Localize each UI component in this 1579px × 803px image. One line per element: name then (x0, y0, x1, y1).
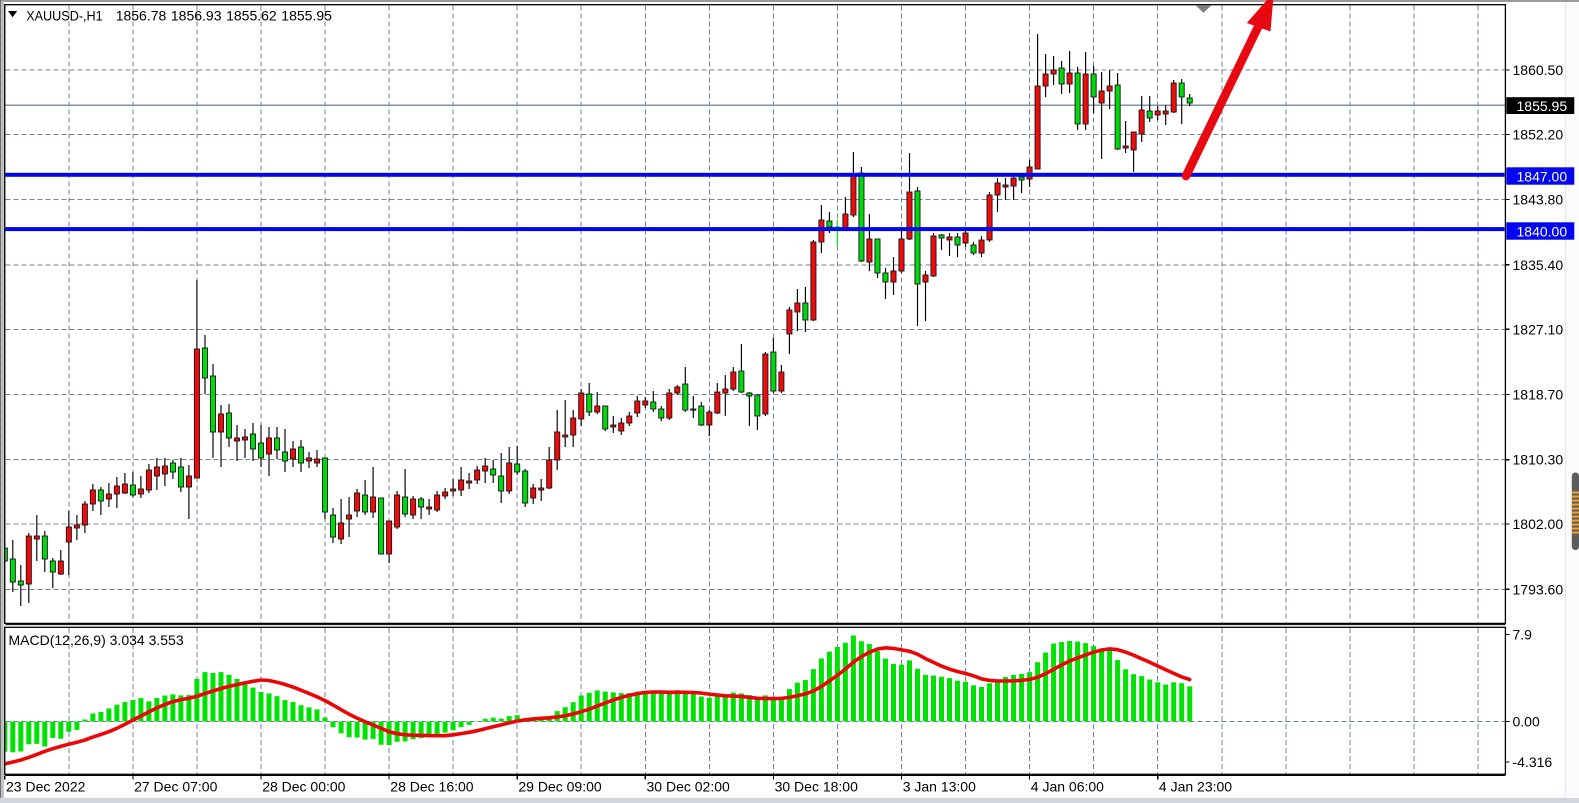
svg-text:29 Dec 09:00: 29 Dec 09:00 (518, 779, 601, 795)
svg-text:1843.80: 1843.80 (1513, 192, 1564, 208)
svg-text:1818.70: 1818.70 (1513, 387, 1564, 403)
svg-text:1852.20: 1852.20 (1513, 126, 1564, 142)
svg-text:1835.40: 1835.40 (1513, 257, 1564, 273)
svg-text:1855.62: 1855.62 (226, 7, 277, 23)
svg-text:0.00: 0.00 (1513, 714, 1540, 730)
svg-text:1840.00: 1840.00 (1517, 223, 1568, 239)
svg-text:MACD(12,26,9) 3.034 3.553: MACD(12,26,9) 3.034 3.553 (9, 632, 184, 648)
svg-text:27 Dec 07:00: 27 Dec 07:00 (134, 779, 217, 795)
svg-text:1802.00: 1802.00 (1513, 516, 1564, 532)
svg-text:-4.316: -4.316 (1513, 754, 1553, 770)
svg-text:4 Jan 06:00: 4 Jan 06:00 (1031, 779, 1104, 795)
svg-text:1847.00: 1847.00 (1517, 168, 1568, 184)
svg-text:30 Dec 02:00: 30 Dec 02:00 (647, 779, 730, 795)
svg-text:1856.78: 1856.78 (116, 7, 167, 23)
svg-text:4 Jan 23:00: 4 Jan 23:00 (1159, 779, 1232, 795)
svg-text:1855.95: 1855.95 (1517, 98, 1568, 114)
svg-text:1793.60: 1793.60 (1513, 581, 1564, 597)
svg-text:1856.93: 1856.93 (171, 7, 222, 23)
svg-text:1827.10: 1827.10 (1513, 321, 1564, 337)
svg-text:28 Dec 00:00: 28 Dec 00:00 (262, 779, 345, 795)
svg-text:28 Dec 16:00: 28 Dec 16:00 (390, 779, 473, 795)
svg-text:XAUUSD-,H1: XAUUSD-,H1 (26, 7, 103, 23)
svg-text:30 Dec 18:00: 30 Dec 18:00 (775, 779, 858, 795)
svg-text:7.9: 7.9 (1513, 627, 1533, 643)
svg-text:1810.30: 1810.30 (1513, 452, 1564, 468)
svg-text:1855.95: 1855.95 (281, 7, 332, 23)
svg-text:23 Dec 2022: 23 Dec 2022 (6, 779, 86, 795)
svg-text:3 Jan 13:00: 3 Jan 13:00 (903, 779, 976, 795)
svg-text:1860.50: 1860.50 (1513, 62, 1564, 78)
